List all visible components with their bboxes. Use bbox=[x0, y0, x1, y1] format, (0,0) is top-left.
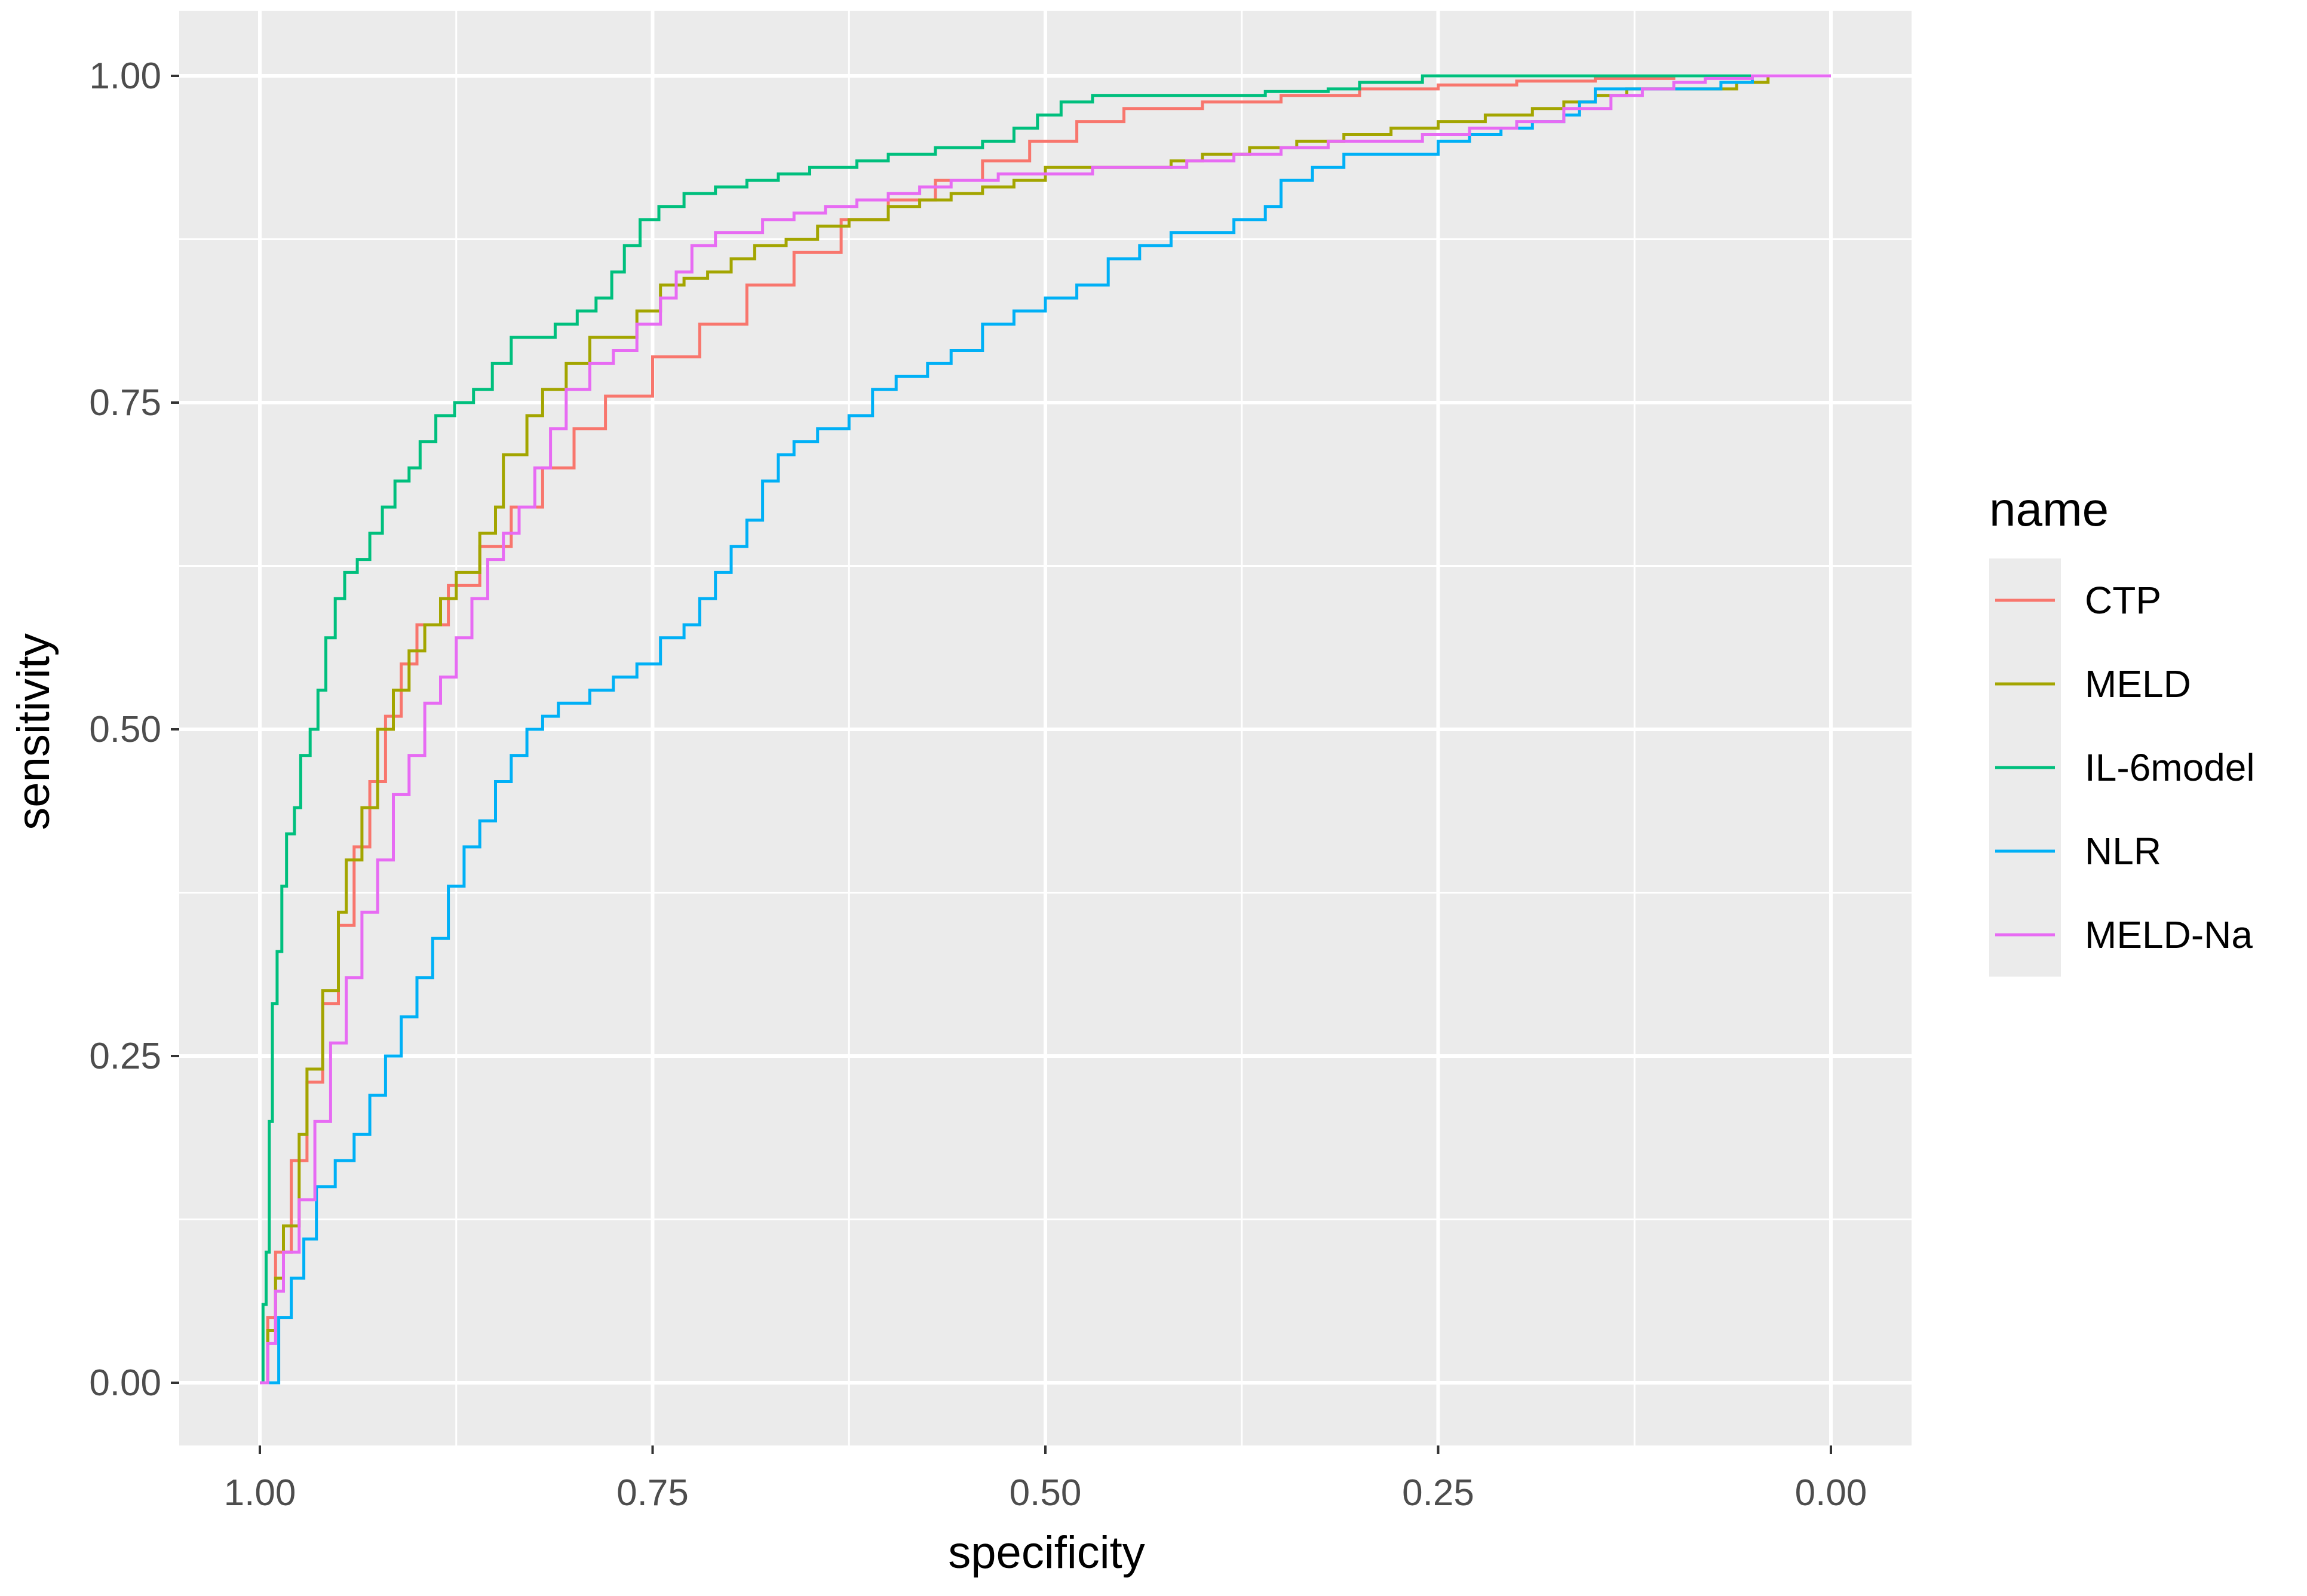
legend-label-ctp: CTP bbox=[2085, 579, 2161, 622]
legend-title: name bbox=[1989, 483, 2109, 536]
y-tick-label: 0.75 bbox=[89, 382, 161, 423]
y-tick-label: 0.25 bbox=[89, 1036, 161, 1077]
y-tick-labels: 0.00 0.25 0.50 0.75 1.00 bbox=[89, 56, 161, 1404]
x-tick-label: 0.25 bbox=[1402, 1472, 1474, 1514]
legend-label-nlr: NLR bbox=[2085, 830, 2161, 873]
series-line-meld-na bbox=[260, 74, 1831, 1385]
series-line-meld bbox=[260, 74, 1831, 1385]
legend-label-meld: MELD bbox=[2085, 662, 2191, 705]
grid-major bbox=[179, 11, 1912, 1445]
series-line-nlr bbox=[260, 74, 1831, 1385]
y-axis-title: sensitivity bbox=[8, 633, 59, 830]
y-tick-label: 1.00 bbox=[89, 56, 161, 97]
legend-label-il-6model: IL-6model bbox=[2085, 746, 2255, 789]
x-tick-label: 0.75 bbox=[616, 1472, 689, 1514]
legend-items: CTP MELD IL-6model NLR MELD-Na bbox=[1989, 558, 2255, 977]
x-tick-label: 0.50 bbox=[1010, 1472, 1082, 1514]
x-axis-title: specificity bbox=[948, 1527, 1145, 1578]
series-layer bbox=[260, 74, 1831, 1385]
y-tick-label: 0.50 bbox=[89, 709, 161, 750]
x-tick-label: 1.00 bbox=[224, 1472, 296, 1514]
axis-ticks bbox=[171, 75, 1832, 1454]
legend-label-meld-na: MELD-Na bbox=[2085, 913, 2253, 956]
y-tick-label: 0.00 bbox=[89, 1362, 161, 1404]
series-line-il-6model bbox=[260, 74, 1831, 1385]
x-tick-label: 0.00 bbox=[1795, 1472, 1867, 1514]
x-tick-labels: 1.00 0.75 0.50 0.25 0.00 bbox=[224, 1472, 1867, 1514]
legend: name CTP MELD IL-6model NLR MELD-Na bbox=[1989, 483, 2255, 977]
